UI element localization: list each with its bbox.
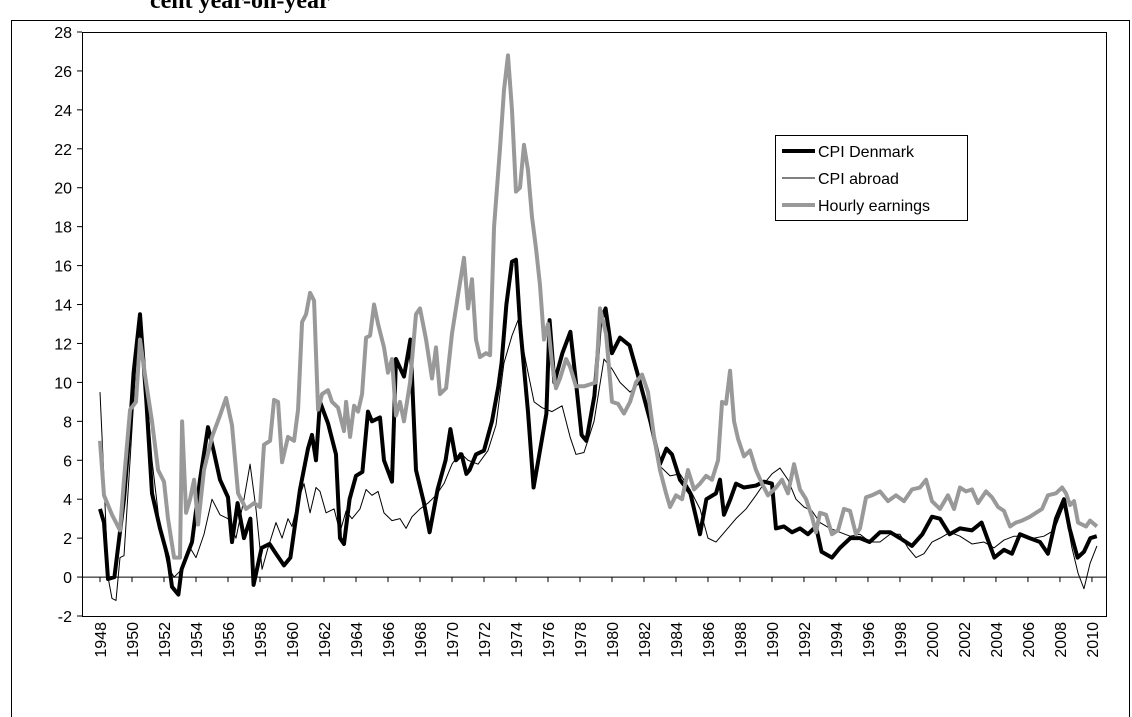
y-tick-label: 2 xyxy=(63,531,72,548)
x-tick-label: 1950 xyxy=(125,622,142,658)
y-tick-label: 28 xyxy=(54,25,72,42)
x-tick-label: 2008 xyxy=(1053,622,1070,658)
y-tick-label: 18 xyxy=(54,220,72,237)
y-tick-label: 0 xyxy=(63,570,72,587)
page-border xyxy=(11,20,1130,717)
y-tick-label: 16 xyxy=(54,259,72,276)
x-tick-label: 1982 xyxy=(637,622,654,658)
x-tick-label: 1964 xyxy=(349,622,366,658)
x-tick-label: 1978 xyxy=(573,622,590,658)
x-tick-label: 1948 xyxy=(93,622,110,658)
x-tick-label: 1974 xyxy=(509,622,526,658)
x-tick-label: 1970 xyxy=(445,622,462,658)
legend-label: Hourly earnings xyxy=(818,198,930,215)
y-tick-label: 26 xyxy=(54,64,72,81)
y-tick-label: 22 xyxy=(54,142,72,159)
x-tick-label: 1954 xyxy=(189,622,206,658)
x-tick-label: 1980 xyxy=(605,622,622,658)
x-tick-label: 1966 xyxy=(381,622,398,658)
y-tick-label: 24 xyxy=(54,103,72,120)
x-tick-label: 1956 xyxy=(221,622,238,658)
x-tick-label: 1952 xyxy=(157,622,174,658)
x-tick-label: 2002 xyxy=(957,622,974,658)
x-tick-label: 1998 xyxy=(893,622,910,658)
y-tick-label: 12 xyxy=(54,336,72,353)
y-tick-label: 10 xyxy=(54,375,72,392)
x-tick-label: 1996 xyxy=(861,622,878,658)
x-tick-label: 2004 xyxy=(989,622,1006,658)
x-tick-label: 1962 xyxy=(317,622,334,658)
x-tick-label: 1984 xyxy=(669,622,686,658)
y-tick-label: 4 xyxy=(63,492,72,509)
y-tick-label: 8 xyxy=(63,414,72,431)
x-tick-label: 1990 xyxy=(765,622,782,658)
y-tick-label: 20 xyxy=(54,181,72,198)
series-line xyxy=(98,53,1099,560)
x-tick-label: 1960 xyxy=(285,622,302,658)
legend-label: CPI Denmark xyxy=(818,144,915,161)
x-tick-label: 1958 xyxy=(253,622,270,658)
y-tick-label: 6 xyxy=(63,453,72,470)
legend-label: CPI abroad xyxy=(818,171,899,188)
y-tick-label: -2 xyxy=(58,609,72,626)
series-line xyxy=(98,257,1098,597)
x-tick-label: 1976 xyxy=(541,622,558,658)
series-line xyxy=(99,319,1098,601)
x-tick-label: 2000 xyxy=(925,622,942,658)
x-tick-label: 1988 xyxy=(733,622,750,658)
x-tick-label: 1986 xyxy=(701,622,718,658)
x-tick-label: 2006 xyxy=(1021,622,1038,658)
x-tick-label: 2010 xyxy=(1085,622,1102,658)
x-tick-label: 1994 xyxy=(829,622,846,658)
plot-frame xyxy=(82,32,1107,617)
x-tick-label: 1992 xyxy=(797,622,814,658)
chart-title: cent year-on-year xyxy=(150,0,330,14)
x-tick-label: 1968 xyxy=(413,622,430,658)
y-tick-label: 14 xyxy=(54,298,72,315)
x-tick-label: 1972 xyxy=(477,622,494,658)
